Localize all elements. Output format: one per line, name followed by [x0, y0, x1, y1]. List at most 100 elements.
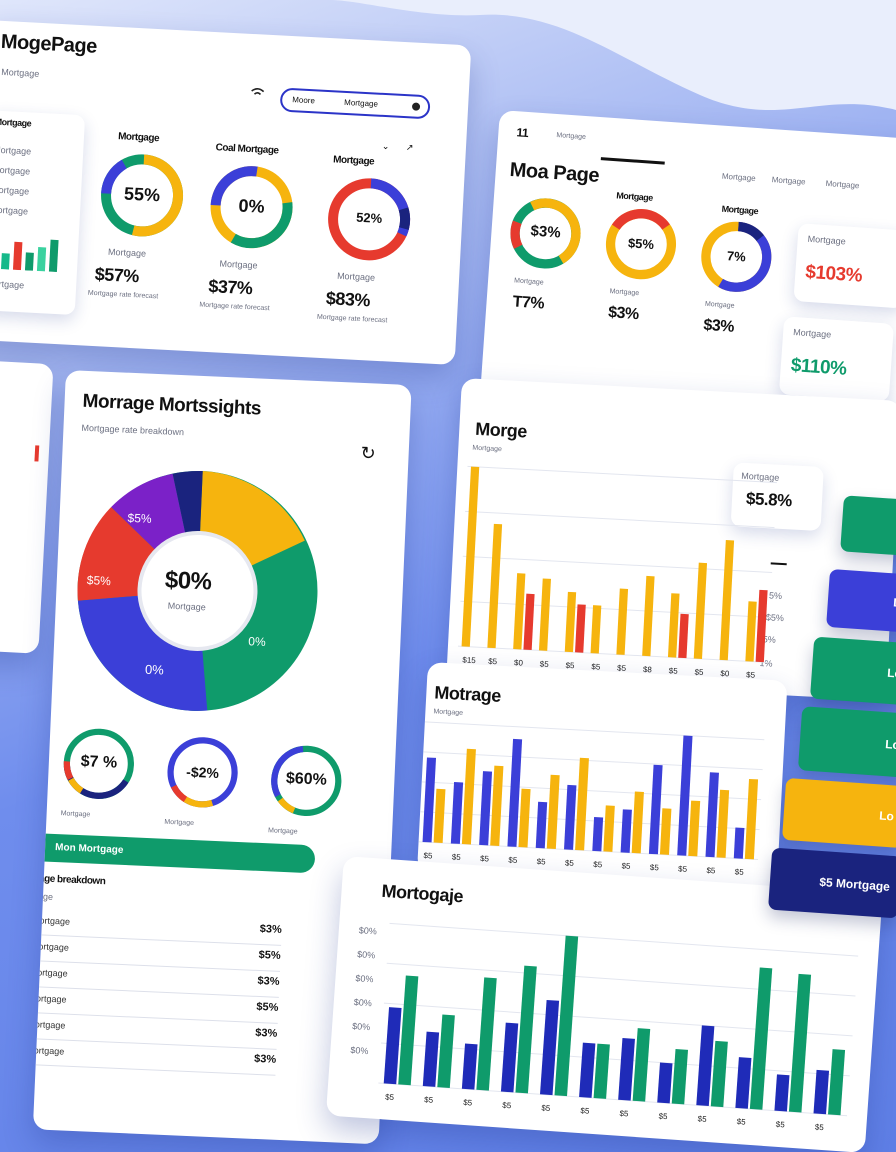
x-tick-label: $5 [593, 860, 603, 869]
donut-heading: Coal Mortgage [215, 142, 279, 157]
card-edge [0, 360, 54, 654]
donut-center-value: $7 % [80, 753, 118, 772]
action-button-label: Lo [886, 665, 896, 681]
tab-3[interactable]: Mortgage [825, 178, 860, 191]
expand-icon[interactable]: ↗ [405, 142, 414, 153]
bar [554, 935, 579, 1097]
donut-chart [101, 154, 184, 237]
mini-bar-chart [0, 239, 59, 273]
sidebar-row[interactable]: Mortgage [0, 144, 32, 157]
page-subtitle: Mortgage rate breakdown [81, 422, 185, 438]
donut-chart [701, 221, 772, 292]
donut-value: $57% [94, 264, 140, 287]
bar [398, 975, 419, 1086]
donut-widget: Mortgage 52% Mortgage $83% Mortgage rate… [310, 154, 429, 340]
search-input[interactable]: Mortgage [343, 97, 379, 109]
bar [749, 967, 773, 1110]
x-tick-label: $5 [536, 857, 546, 866]
gridline [386, 962, 856, 997]
sidebar-row[interactable]: Mortgage [0, 184, 30, 197]
bar [592, 817, 604, 852]
tab-1[interactable]: Mortgage [721, 171, 756, 183]
bar [671, 1049, 689, 1105]
breadcrumb[interactable]: Mortgage [556, 132, 587, 142]
bar [677, 735, 693, 856]
donut-caption: Mortgage [513, 277, 544, 287]
x-tick-label: $5 [669, 666, 679, 675]
x-tick-label: $5 [452, 853, 462, 862]
gridline [420, 811, 760, 831]
x-tick-label: $0 [514, 658, 524, 667]
action-button-6[interactable]: $5 Mortgage [767, 847, 896, 919]
x-tick-label: $5 [565, 858, 575, 867]
x-tick-label: $5 [694, 668, 704, 677]
gridline [423, 751, 763, 771]
bar [696, 1025, 715, 1107]
action-button-1[interactable]: L [840, 495, 896, 557]
x-tick-label: $5 [678, 864, 688, 873]
donut-chart [271, 745, 342, 816]
pie-label: 0% [144, 661, 165, 678]
action-button-4[interactable]: Lo [797, 706, 896, 778]
page-title: Morrage Mortssights [82, 390, 262, 420]
bar [422, 757, 437, 843]
sidebar-row[interactable]: Mortgage [0, 278, 25, 291]
pie-label: $5% [127, 510, 152, 526]
bar [688, 800, 701, 857]
bar [657, 1062, 673, 1104]
stat-value: $103% [804, 261, 863, 287]
bar [705, 772, 719, 858]
action-button-2[interactable]: Lo [826, 568, 896, 634]
donut-caption: Mortgage [609, 288, 640, 298]
donut-note: Mortgage rate forecast [87, 289, 159, 301]
sidebar-row[interactable]: Mortgage [0, 204, 29, 217]
bar [710, 1040, 728, 1108]
gridline [462, 555, 773, 574]
action-button-5[interactable]: Lo [781, 777, 896, 849]
bar [735, 1057, 752, 1109]
donut-chart [328, 178, 411, 261]
bar-chart: $5 $5 $5 $5 $5 $5 $5 $5 $5 $5 $5 $5 [418, 721, 765, 877]
x-tick-label: $5 [540, 659, 550, 668]
bar [828, 1049, 846, 1116]
chevron-down-icon[interactable]: ⌄ [381, 140, 390, 152]
bar [383, 1007, 402, 1085]
sidebar-row[interactable]: Mortgage [0, 164, 31, 177]
y-tick: $0% [355, 973, 374, 985]
y-tick: $0% [356, 949, 376, 961]
refresh-icon[interactable]: ↻ [360, 442, 377, 464]
bar [476, 977, 497, 1091]
x-tick-label: $5 [650, 863, 660, 872]
chart-title: Motrage [433, 682, 502, 706]
bar [616, 588, 629, 655]
donut-widget: Coal Mortgage 0% Mortgage $37% Mortgage … [193, 141, 312, 327]
search-icon[interactable] [411, 102, 421, 111]
x-tick-label: $5 [621, 861, 631, 870]
bar [500, 1022, 519, 1093]
donut-heading: Mortgage [332, 154, 375, 168]
bar [632, 1028, 651, 1102]
bar [693, 562, 708, 659]
tab-2[interactable]: Mortgage [771, 175, 806, 187]
search-bar[interactable]: Moore Mortgage [279, 87, 431, 120]
bar [719, 540, 735, 661]
bar [667, 593, 680, 658]
bar [479, 771, 493, 846]
x-tick-label: $5 [385, 1092, 395, 1102]
bar [513, 573, 526, 650]
card-page-summary: 11 Mortgage Moa Page Mortgage Mortgage M… [479, 110, 896, 440]
donut-widget: Mortgage 7% Mortgage $3% [686, 204, 787, 382]
x-tick-label: $5 [591, 662, 601, 671]
bar [518, 788, 531, 848]
x-tick-label: $8 [643, 665, 653, 674]
action-button-3[interactable]: Lo [809, 636, 896, 706]
x-tick-label: $5 [617, 664, 627, 673]
list-item-label: Mortgage [32, 966, 68, 979]
search-button[interactable]: Moore [292, 95, 316, 106]
chart-title: Morge [474, 418, 528, 442]
page-subtitle: Mortgage [1, 66, 40, 79]
donut-caption: Mortgage [107, 246, 147, 259]
donut-chart [510, 198, 581, 269]
x-tick-label: $5 [424, 1095, 434, 1105]
list-item-label: Mortgage [32, 915, 71, 927]
